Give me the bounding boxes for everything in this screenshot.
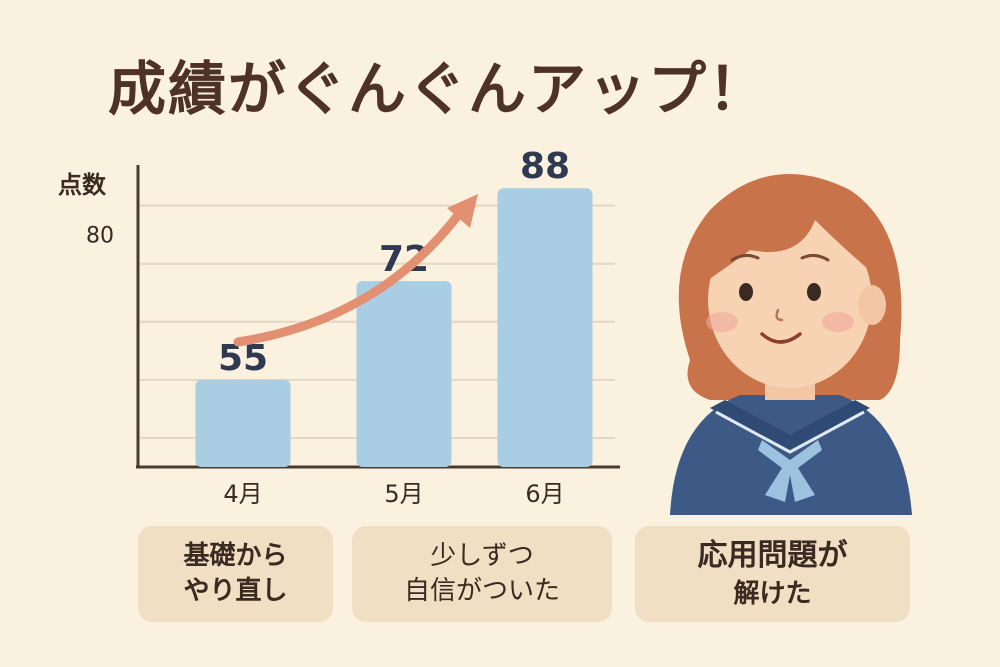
x-tick-label: 4月 xyxy=(223,480,262,508)
note-april: 基礎から やり直し xyxy=(138,526,333,622)
note-may: 少しずつ 自信がついた xyxy=(352,526,612,622)
value-label: 88 xyxy=(520,146,570,187)
bar-6月 xyxy=(497,188,593,467)
bar-5月 xyxy=(356,281,452,467)
trend-arrowhead xyxy=(447,194,478,228)
trend-arrow xyxy=(233,205,467,347)
bar-4月 xyxy=(195,379,291,467)
y-axis-label: 点数 xyxy=(58,171,107,199)
note-june: 応用問題が 解けた xyxy=(635,526,910,622)
page-title: 成績がぐんぐんアップ！ xyxy=(108,55,769,123)
x-tick-label: 5月 xyxy=(384,480,423,508)
student-girl-icon xyxy=(670,174,912,515)
y-tick-label: 80 xyxy=(86,224,114,249)
x-tick-label: 6月 xyxy=(525,480,564,508)
